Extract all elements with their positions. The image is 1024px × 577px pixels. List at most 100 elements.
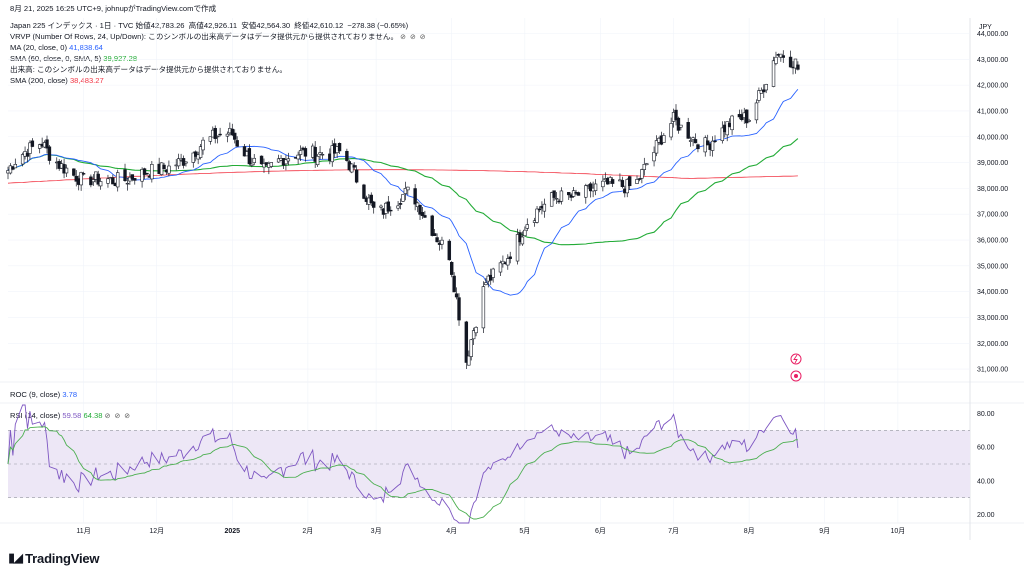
price-tick-label: 42,000.00 — [977, 83, 1008, 90]
visibility-icons[interactable]: ⊘ ⊘ ⊘ — [400, 34, 427, 41]
candle-up — [403, 188, 408, 194]
candle-up — [757, 90, 761, 101]
candle-down — [781, 55, 785, 58]
rsi-visibility-icons[interactable]: ⊘ ⊘ ⊘ — [104, 413, 132, 420]
indicator-vrvp[interactable]: VRVP (Number Of Rows, 24, Up/Down): このシン… — [10, 32, 427, 43]
time-tick-label: 9月 — [819, 527, 830, 535]
candle-up — [642, 163, 647, 170]
tradingview-logo[interactable]: ▮◢ TradingView — [8, 550, 99, 566]
candle-down — [420, 212, 425, 216]
candle-down — [30, 140, 35, 147]
candle-down — [430, 215, 434, 236]
candle-down — [371, 201, 376, 208]
candle-down — [354, 169, 359, 183]
candle-up — [601, 180, 605, 188]
candle-down — [432, 233, 437, 236]
candle-up — [688, 140, 693, 142]
open-value: 42,783.26 — [150, 21, 185, 30]
candle-down — [230, 128, 234, 136]
candle-down — [696, 144, 700, 150]
indicator-sma200[interactable]: SMA (200, close) 38,483.27 — [10, 76, 104, 86]
candle-down — [72, 168, 76, 176]
indicator-roc[interactable]: ROC (9, close) 3.78 — [10, 390, 77, 400]
indicator-sma60[interactable]: SMA (60, close, 0, SMA, 5) 39,927.28 — [10, 54, 137, 64]
high-value: 42,926.11 — [203, 21, 238, 30]
time-tick-label: 8月 — [744, 527, 755, 535]
candle-down — [389, 209, 393, 212]
sma200-line — [7, 169, 798, 184]
candle-up — [98, 181, 103, 187]
price-tick-label: 37,000.00 — [977, 212, 1008, 219]
candle-up — [350, 163, 354, 173]
candle-up — [150, 164, 154, 180]
candle-up — [201, 139, 205, 151]
candle-up — [440, 239, 444, 245]
candle-up — [559, 190, 564, 202]
candle-up — [771, 60, 776, 87]
rsi-tick-label: 60.00 — [977, 445, 995, 452]
price-tick-label: 43,000.00 — [977, 57, 1008, 64]
indicator-rsi[interactable]: RSI (14, close) 59.58 64.38 ⊘ ⊘ ⊘ — [10, 411, 131, 422]
ma20-line — [7, 89, 799, 296]
candle-down — [464, 321, 469, 363]
sma60-value: 39,927.28 — [103, 54, 138, 63]
price-tick-label: 35,000.00 — [977, 263, 1008, 270]
candle-up — [720, 127, 725, 141]
time-tick-label: 7月 — [668, 527, 679, 535]
indicator-volume[interactable]: 出来高: このシンボルの出来高データはデータ提供元から提供されておりません。 — [10, 65, 287, 75]
candle-up — [286, 158, 291, 162]
candle-up — [747, 120, 751, 122]
roc-label: ROC (9, close) — [10, 390, 61, 399]
candle-up — [284, 159, 288, 165]
change-value: −278.38 (−0.65%) — [347, 21, 409, 30]
candle-up — [296, 154, 300, 160]
close-value: 42,610.12 — [309, 21, 344, 30]
candle-down — [313, 146, 317, 162]
time-tick-label: 11月 — [76, 527, 90, 535]
candle-up — [754, 102, 759, 121]
candle-down — [369, 194, 373, 204]
candle-up — [593, 183, 598, 191]
candle-up — [691, 137, 695, 140]
candle-up — [520, 236, 525, 245]
candle-down — [235, 140, 239, 147]
low-label: 安値 — [241, 21, 257, 30]
candle-up — [554, 198, 559, 200]
candle-up — [406, 186, 410, 191]
price-tick-label: 38,000.00 — [977, 186, 1008, 193]
candle-up — [662, 135, 666, 143]
candle-up — [250, 163, 254, 166]
candle-up — [654, 140, 659, 154]
price-tick-label: 44,000.00 — [977, 31, 1008, 38]
candle-down — [796, 64, 800, 70]
candle-down — [218, 133, 222, 136]
symbol-title[interactable]: Japan 225 インデックス · 1日 · TVC — [10, 21, 134, 30]
candle-up — [793, 58, 798, 69]
indicator-ma20[interactable]: MA (20, close, 0) 41,838.64 — [10, 43, 103, 53]
roc-value: 3.78 — [62, 390, 78, 399]
alert-icons[interactable] — [790, 353, 802, 382]
rsi-tick-label: 40.00 — [977, 478, 995, 485]
candles — [6, 50, 800, 370]
candle-down — [452, 275, 456, 293]
candle-up — [491, 268, 495, 278]
candle-up — [298, 150, 303, 155]
rsi-label: RSI (14, close) — [10, 411, 61, 420]
time-axis: 11月 12月 2025 2月 3月 4月 5月 6月 7月 8月 9月 10月 — [76, 527, 905, 535]
candle-up — [315, 156, 320, 166]
candle-down — [96, 173, 100, 185]
alert-target-icon — [790, 370, 802, 382]
low-value: 42,564.30 — [256, 21, 291, 30]
candle-up — [79, 172, 83, 186]
candle-up — [523, 229, 527, 237]
price-tick-label: 36,000.00 — [977, 238, 1008, 245]
candle-up — [515, 234, 520, 262]
candle-down — [247, 148, 252, 165]
candle-up — [252, 157, 256, 163]
candle-down — [537, 208, 542, 211]
price-tick-label: 39,000.00 — [977, 160, 1008, 167]
candle-up — [669, 123, 673, 138]
candle-up — [467, 355, 471, 366]
candle-up — [13, 163, 18, 169]
